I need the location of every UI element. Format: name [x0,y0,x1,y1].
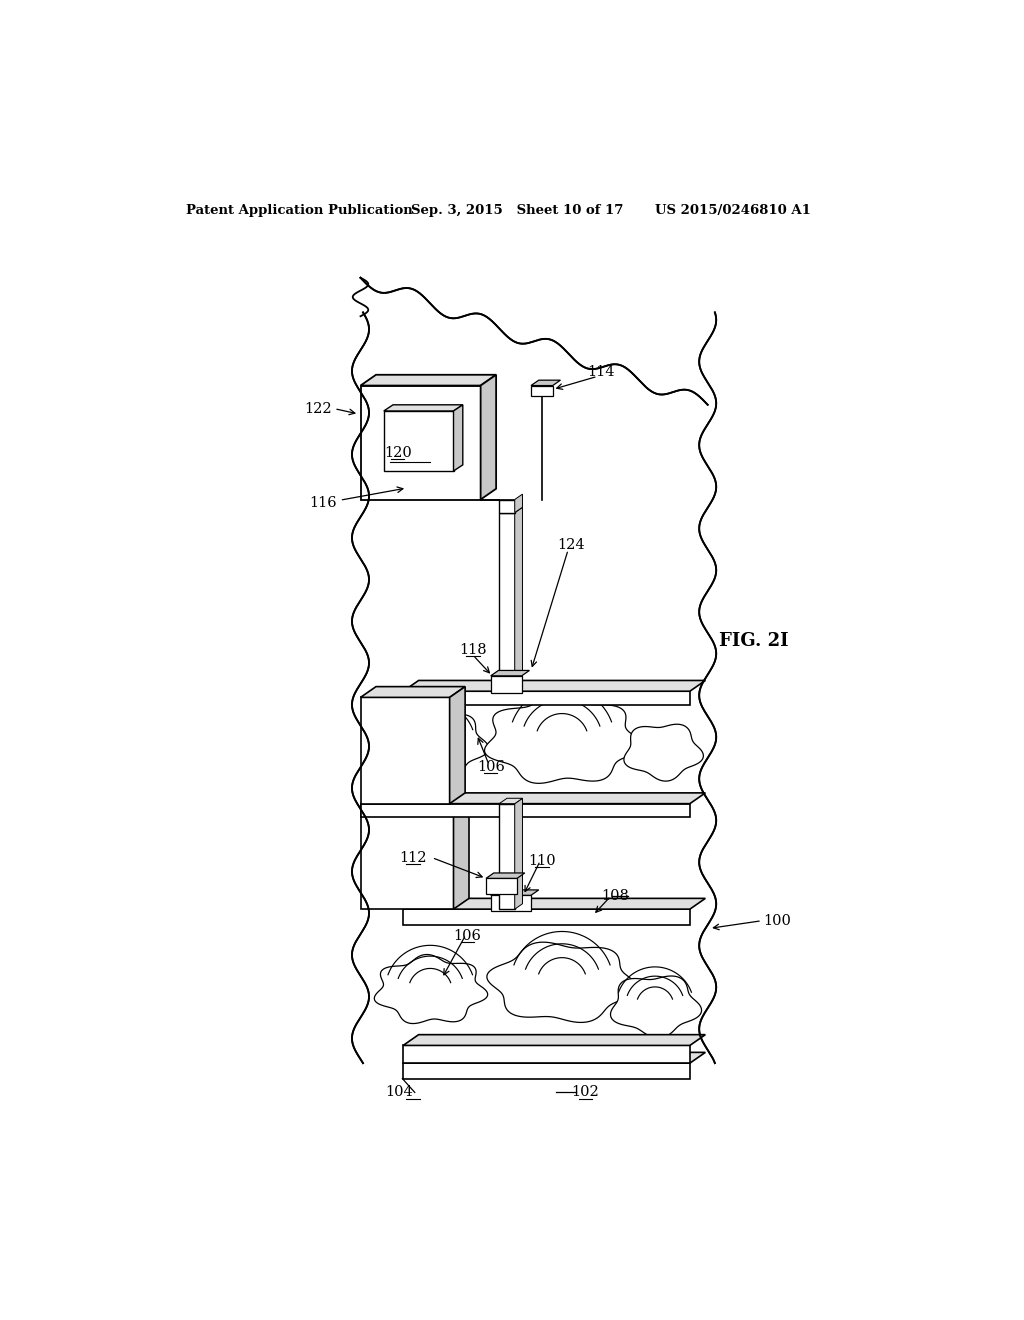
Polygon shape [490,671,529,676]
Polygon shape [375,954,487,1023]
Text: 104: 104 [385,1085,414,1100]
Polygon shape [486,942,637,1023]
Text: 118: 118 [459,643,486,656]
Polygon shape [360,804,690,817]
Text: US 2015/0246810 A1: US 2015/0246810 A1 [655,205,811,218]
Polygon shape [490,895,531,911]
Polygon shape [480,375,496,499]
Text: 120: 120 [384,446,412,459]
Polygon shape [403,1052,706,1063]
Polygon shape [360,793,706,804]
Polygon shape [500,799,522,804]
Text: Patent Application Publication: Patent Application Publication [186,205,413,218]
Polygon shape [484,694,641,783]
Polygon shape [515,507,522,692]
Text: 122: 122 [304,401,332,416]
Polygon shape [450,686,465,804]
Polygon shape [531,380,560,385]
Polygon shape [500,499,515,512]
Polygon shape [384,411,454,471]
Polygon shape [403,681,706,692]
Polygon shape [403,1045,690,1063]
Polygon shape [454,795,469,909]
Polygon shape [360,375,496,385]
Polygon shape [500,507,522,512]
Text: 110: 110 [528,854,556,867]
Polygon shape [384,405,463,411]
Text: 124: 124 [557,539,585,552]
Polygon shape [403,899,706,909]
Polygon shape [490,676,521,693]
Polygon shape [610,975,701,1038]
Text: Sep. 3, 2015   Sheet 10 of 17: Sep. 3, 2015 Sheet 10 of 17 [411,205,624,218]
Polygon shape [515,799,522,909]
Text: 116: 116 [309,496,337,511]
Polygon shape [500,804,515,909]
Polygon shape [360,385,480,499]
Text: 106: 106 [454,929,481,942]
Text: 100: 100 [764,913,792,928]
Text: 106: 106 [477,760,505,774]
Polygon shape [624,725,703,781]
Polygon shape [360,686,465,697]
Text: FIG. 2I: FIG. 2I [719,632,788,649]
Polygon shape [454,405,463,471]
Polygon shape [360,805,454,909]
Polygon shape [486,878,517,894]
Polygon shape [490,890,539,895]
Polygon shape [486,873,524,878]
Polygon shape [403,1063,690,1078]
Polygon shape [531,385,553,396]
Polygon shape [403,1035,706,1045]
Text: 114: 114 [587,366,614,379]
Text: 108: 108 [601,890,629,903]
Polygon shape [403,909,690,924]
Polygon shape [360,795,469,805]
Polygon shape [360,697,450,804]
Polygon shape [379,710,488,777]
Polygon shape [515,494,522,512]
Text: 112: 112 [399,850,427,865]
Polygon shape [403,692,690,705]
Polygon shape [500,512,515,692]
Text: 102: 102 [571,1085,599,1100]
